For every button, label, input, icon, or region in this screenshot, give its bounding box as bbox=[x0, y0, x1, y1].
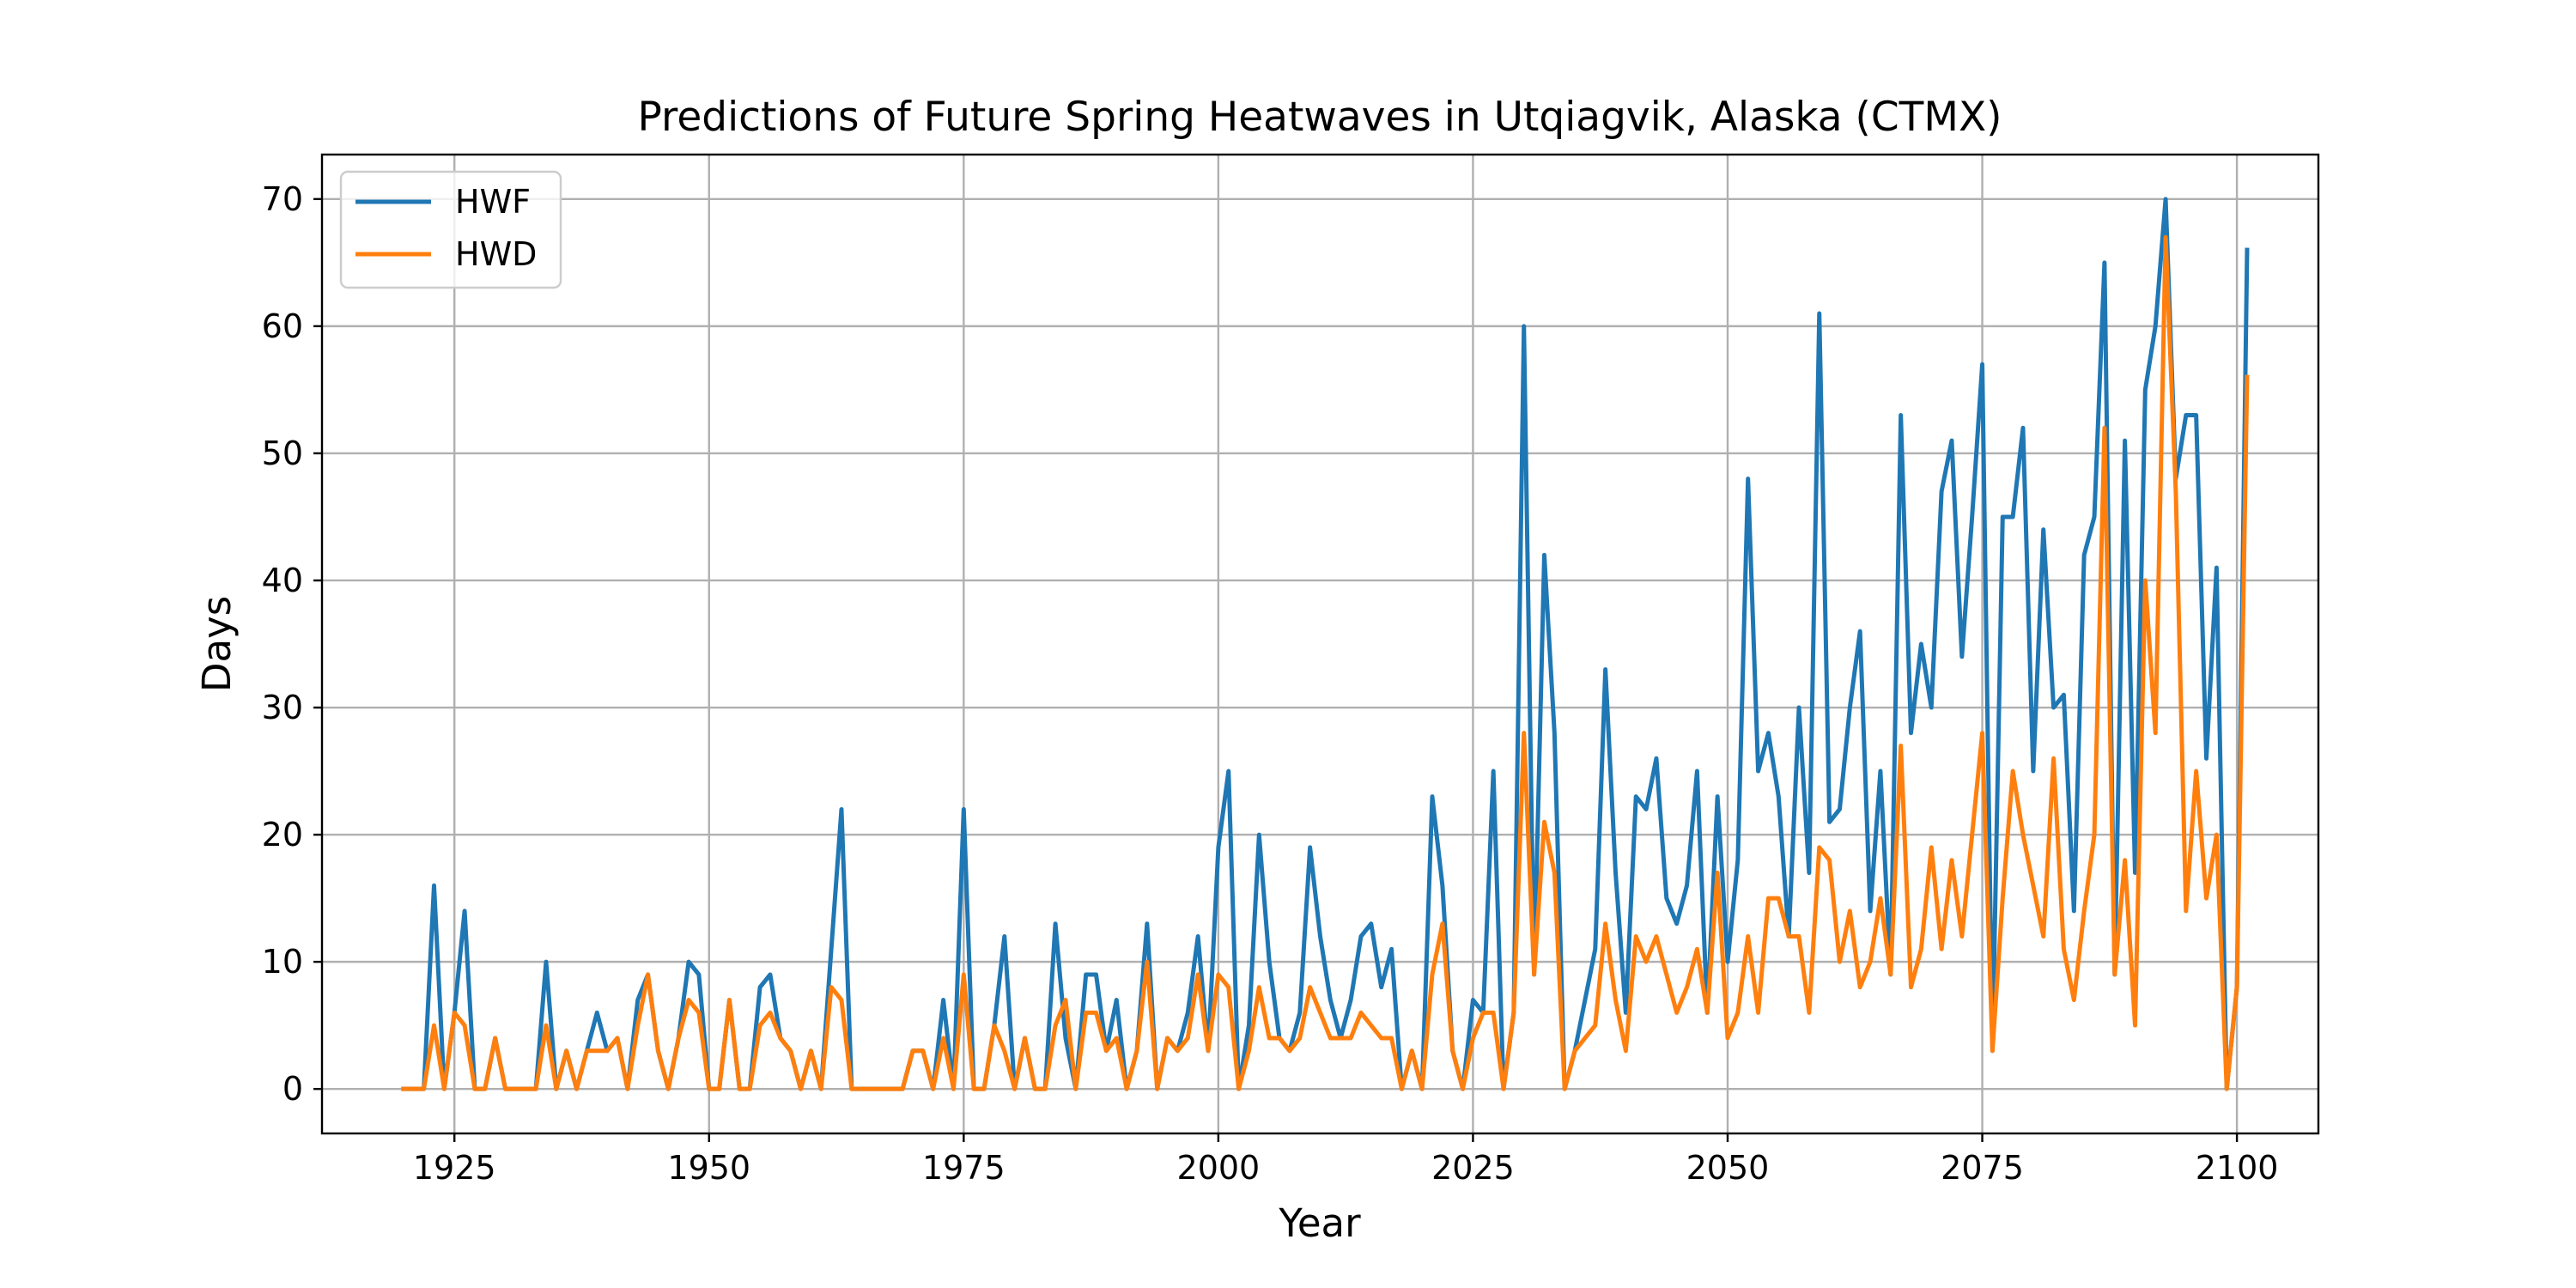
legend: HWF HWD bbox=[339, 170, 562, 289]
x-tick-label: 1975 bbox=[922, 1149, 1005, 1187]
y-tick-label: 10 bbox=[262, 943, 303, 981]
axis-ticks: 1925 1950 1975 2000 2025 2050 2075 2100 0 10 20 30 4… bbox=[262, 180, 2279, 1187]
series-line-hwd bbox=[401, 234, 2250, 1091]
y-tick-label: 30 bbox=[262, 689, 303, 726]
y-tick-label: 40 bbox=[262, 562, 303, 599]
x-tick-label: 2050 bbox=[1686, 1149, 1770, 1187]
x-tick-label: 1925 bbox=[413, 1149, 496, 1187]
series-layer bbox=[401, 197, 2250, 1091]
plot-frame bbox=[320, 153, 2320, 1135]
y-axis-label: Days bbox=[194, 596, 240, 692]
y-tick-label: 70 bbox=[262, 180, 303, 218]
x-tick-label: 2100 bbox=[2196, 1149, 2279, 1187]
x-tick-label: 2025 bbox=[1431, 1149, 1515, 1187]
y-tick-label: 60 bbox=[262, 307, 303, 345]
x-axis-label: Year bbox=[1278, 1200, 1361, 1246]
y-tick-label: 50 bbox=[262, 434, 303, 472]
x-tick-label: 1950 bbox=[667, 1149, 750, 1187]
legend-label-hwd: HWD bbox=[455, 235, 537, 273]
x-tick-label: 2000 bbox=[1177, 1149, 1261, 1187]
y-tick-label: 20 bbox=[262, 816, 303, 854]
y-tick-label: 0 bbox=[283, 1070, 303, 1108]
x-tick-label: 2075 bbox=[1941, 1149, 2024, 1187]
legend-label-hwf: HWF bbox=[455, 183, 531, 221]
chart-title: Predictions of Future Spring Heatwaves i… bbox=[638, 94, 2002, 141]
